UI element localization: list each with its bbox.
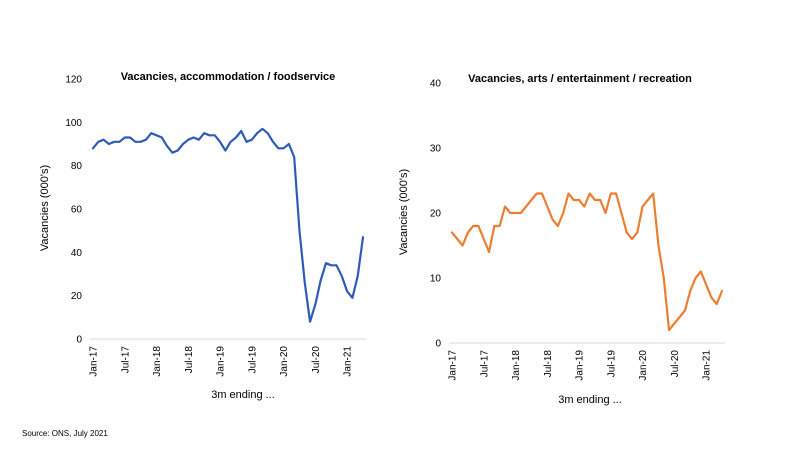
x-tick-label: Jul-17	[120, 346, 131, 374]
y-tick-label: 0	[435, 339, 441, 350]
y-tick-label: 30	[430, 144, 442, 155]
x-tick-label: Jul-17	[479, 350, 490, 378]
x-tick-label: Jan-19	[575, 350, 586, 381]
x-tick-label: Jan-21	[702, 350, 713, 381]
y-axis-label: Vacancies (000's)	[39, 165, 51, 251]
y-axis-label: Vacancies (000's)	[398, 169, 410, 255]
y-tick-label: 40	[430, 79, 442, 90]
x-tick-label: Jul-19	[247, 346, 258, 374]
source-note: Source: ONS, July 2021	[22, 429, 108, 438]
x-tick-label: Jan-20	[638, 350, 649, 381]
x-tick-label: Jan-17	[89, 346, 100, 377]
x-tick-label: Jul-18	[184, 346, 195, 374]
x-axis-label: 3m ending ...	[211, 389, 275, 401]
x-tick-label: Jul-20	[670, 350, 681, 378]
x-tick-label: Jan-18	[511, 350, 522, 381]
y-tick-label: 60	[71, 205, 83, 216]
x-tick-label: Jan-20	[279, 346, 290, 377]
x-tick-label: Jul-18	[543, 350, 554, 378]
x-tick-label: Jul-20	[311, 346, 322, 374]
y-tick-label: 120	[65, 75, 82, 86]
x-tick-label: Jan-18	[152, 346, 163, 377]
y-tick-label: 20	[71, 291, 83, 302]
y-tick-label: 20	[430, 209, 442, 220]
series-line	[450, 192, 724, 332]
series-line	[91, 127, 365, 323]
y-tick-label: 40	[71, 248, 83, 259]
y-tick-label: 0	[76, 335, 82, 346]
y-tick-label: 10	[430, 274, 442, 285]
x-tick-label: Jan-21	[343, 346, 354, 377]
x-tick-label: Jan-17	[448, 350, 459, 381]
x-tick-label: Jul-19	[606, 350, 617, 378]
chart-title: Vacancies, arts / entertainment / recrea…	[468, 73, 692, 85]
chart-left: Vacancies, accommodation / foodservice 3…	[39, 71, 366, 401]
chart-title: Vacancies, accommodation / foodservice	[121, 71, 336, 83]
chart-right: Vacancies, arts / entertainment / recrea…	[398, 73, 725, 406]
x-axis-label: 3m ending ...	[558, 394, 622, 406]
y-tick-label: 80	[71, 161, 83, 172]
x-tick-label: Jan-19	[216, 346, 227, 377]
y-tick-label: 100	[65, 118, 82, 129]
